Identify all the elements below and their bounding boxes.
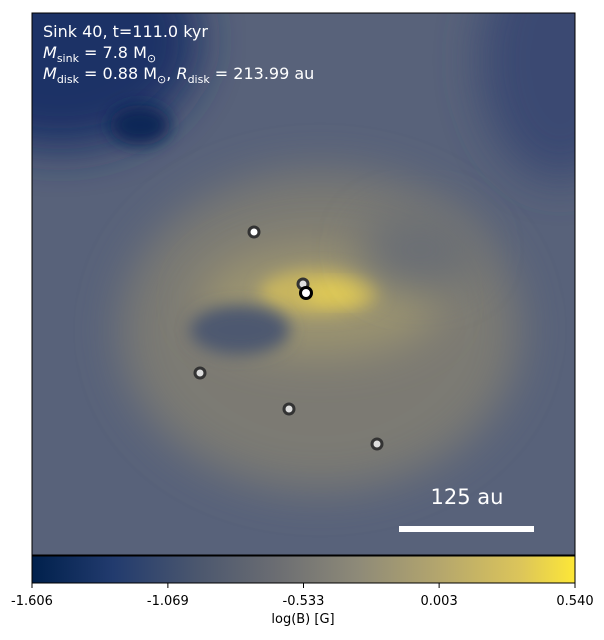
text: = 7.8 M [79, 43, 147, 62]
subscript: disk [188, 73, 211, 86]
sink [247, 225, 261, 239]
sink-mass: Msink = 7.8 M⊙ [43, 43, 156, 65]
field-image [32, 13, 575, 555]
scale-bar-label: 125 au [431, 485, 504, 509]
colorbar-label: log(B) [G] [271, 612, 334, 627]
text: , [166, 64, 176, 83]
subscript: ⊙ [157, 73, 166, 86]
sink [299, 286, 313, 300]
colorbar-tick-label: -0.533 [283, 594, 325, 609]
symbol: M [43, 64, 57, 83]
colorbar-tick-label: -1.069 [147, 594, 189, 609]
text: = 213.99 au [210, 64, 315, 83]
sinks [193, 225, 384, 451]
header: Sink 40, t=111.0 kyr [43, 22, 208, 41]
sink [282, 402, 296, 416]
frame [31, 12, 576, 556]
subscript: sink [57, 52, 80, 65]
colorbar-tick-label: 0.540 [556, 594, 593, 609]
subscript: disk [57, 73, 80, 86]
subscript: ⊙ [147, 52, 156, 65]
colorbar-tick-label: -1.606 [11, 594, 53, 609]
text: = 0.88 M [79, 64, 157, 83]
sink [370, 437, 384, 451]
colorbar-tick-label: 0.003 [421, 594, 458, 609]
sink [193, 366, 207, 380]
symbol: R [176, 64, 187, 83]
disk-info: Mdisk = 0.88 M⊙, Rdisk = 213.99 au [43, 64, 314, 86]
colorbar [31, 555, 576, 584]
symbol: M [43, 43, 57, 62]
